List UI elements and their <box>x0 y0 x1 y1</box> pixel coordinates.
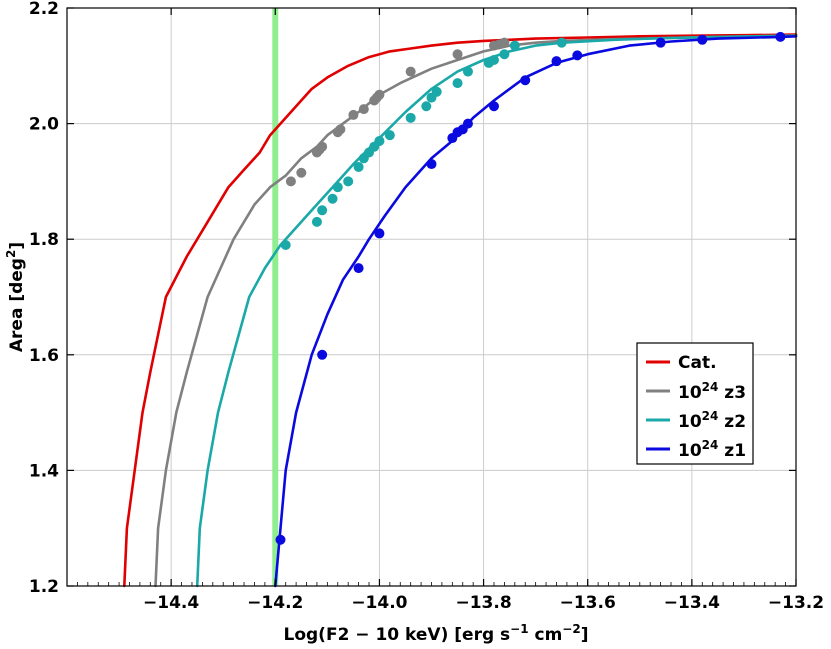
y-tick-label: 1.4 <box>29 461 59 481</box>
series-marker-3 <box>488 101 499 112</box>
series-marker-1 <box>499 37 510 48</box>
legend-label-z1: 1024 z1 <box>678 438 746 461</box>
y-tick-label: 2.2 <box>29 0 59 19</box>
x-tick-label: −13.2 <box>768 593 824 613</box>
series-marker-2 <box>405 112 416 123</box>
x-axis-label: Log(F2 − 10 keV) [erg s−1 cm−2] <box>284 622 589 645</box>
y-tick-label: 1.8 <box>29 230 59 250</box>
series-marker-1 <box>296 167 307 178</box>
y-tick-label: 1.6 <box>29 346 59 366</box>
series-marker-3 <box>353 263 364 274</box>
series-marker-2 <box>374 135 385 146</box>
series-marker-2 <box>431 86 442 97</box>
legend-label-z2: 1024 z2 <box>678 409 746 432</box>
series-marker-3 <box>520 75 531 86</box>
legend-label-z3: 1024 z3 <box>678 380 746 403</box>
x-tick-label: −13.6 <box>560 593 616 613</box>
series-marker-3 <box>655 37 666 48</box>
series-marker-2 <box>509 40 520 51</box>
series-line-0 <box>123 33 798 588</box>
series-marker-1 <box>405 66 416 77</box>
series-marker-2 <box>317 205 328 216</box>
y-axis-label: Area [deg2] <box>4 242 27 352</box>
legend: Cat. 1024 z3 1024 z2 1024 z1 <box>636 342 754 465</box>
series-marker-2 <box>556 37 567 48</box>
series-marker-2 <box>327 193 338 204</box>
x-tick-label: −13.8 <box>455 593 511 613</box>
series-marker-3 <box>317 349 328 360</box>
x-tick-label: −14.4 <box>143 593 199 613</box>
series-marker-2 <box>343 176 354 187</box>
series-group <box>123 31 798 588</box>
series-marker-1 <box>358 104 369 115</box>
series-marker-2 <box>462 66 473 77</box>
series-marker-2 <box>452 78 463 89</box>
series-marker-1 <box>452 49 463 60</box>
series-marker-2 <box>353 161 364 172</box>
series-marker-2 <box>384 130 395 141</box>
series-marker-3 <box>374 228 385 239</box>
y-tick-label: 1.2 <box>29 577 59 597</box>
y-tick-label: 2.0 <box>29 115 59 135</box>
x-tick-label: −14.0 <box>351 593 407 613</box>
series-marker-1 <box>285 176 296 187</box>
legend-label-cat: Cat. <box>678 353 717 373</box>
series-marker-2 <box>311 216 322 227</box>
ticks: −14.4 −14.2 −14.0 −13.8 −13.6 −13.4 −13.2 1.2 1.… <box>29 0 824 613</box>
series-marker-1 <box>317 141 328 152</box>
series-marker-2 <box>488 55 499 66</box>
series-marker-1 <box>374 89 385 100</box>
series-marker-2 <box>499 49 510 60</box>
series-marker-1 <box>335 124 346 135</box>
series-marker-3 <box>551 56 562 67</box>
series-marker-2 <box>421 101 432 112</box>
series-marker-2 <box>332 182 343 193</box>
series-line-1 <box>154 34 798 588</box>
x-tick-label: −14.2 <box>247 593 303 613</box>
series-marker-2 <box>280 239 291 250</box>
series-marker-1 <box>348 109 359 120</box>
series-marker-3 <box>462 118 473 129</box>
series-line-3 <box>273 34 798 588</box>
series-marker-3 <box>572 50 583 61</box>
series-marker-3 <box>426 159 437 170</box>
series-marker-3 <box>697 34 708 45</box>
series-marker-3 <box>775 31 786 42</box>
series-marker-3 <box>275 534 286 545</box>
x-tick-label: −13.4 <box>664 593 720 613</box>
